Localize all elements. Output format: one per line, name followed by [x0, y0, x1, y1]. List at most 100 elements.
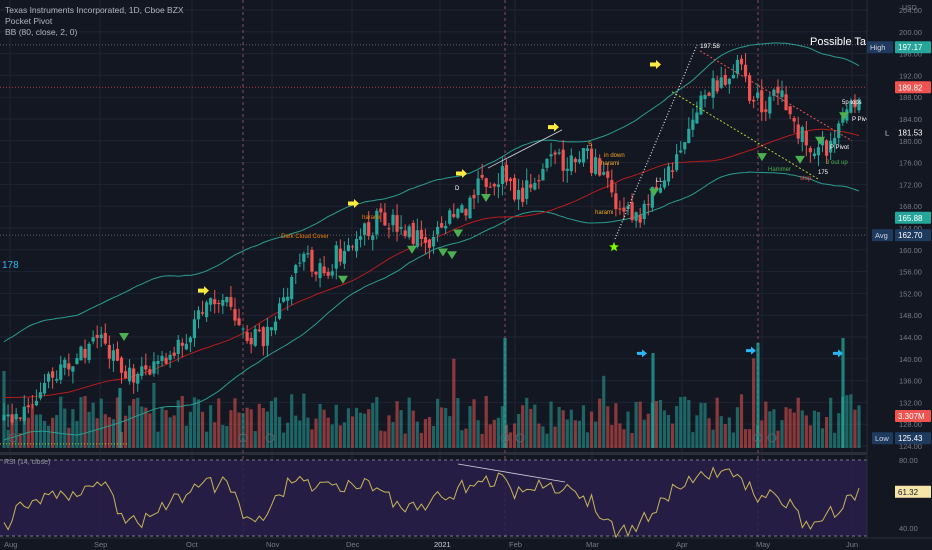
candle-body — [375, 210, 379, 235]
price-tick-label: 124.00 — [899, 442, 922, 451]
volume-bar — [788, 408, 792, 448]
price-badge — [895, 410, 931, 423]
candle-body — [132, 368, 136, 383]
candle-body — [796, 124, 800, 139]
candle-body — [407, 226, 411, 238]
candle-body — [168, 354, 172, 360]
down-triangle-icon — [338, 275, 348, 284]
candle-body — [403, 230, 407, 237]
volume-bar — [91, 402, 95, 448]
price-badge-tag — [872, 432, 893, 445]
volume-bar — [107, 417, 111, 448]
month-label: Aug — [4, 540, 17, 549]
volume-bar — [614, 403, 618, 448]
volume-bar — [302, 393, 306, 448]
volume-bar — [123, 415, 128, 448]
candle-body — [176, 339, 180, 354]
candle-body — [225, 296, 229, 303]
month-label: Feb — [509, 540, 522, 549]
volume-bar — [176, 400, 180, 448]
candle-body — [598, 158, 602, 176]
volume-bar — [606, 406, 610, 448]
candle-body — [703, 94, 707, 100]
volume-bar — [314, 418, 318, 448]
volume-bar — [115, 397, 120, 448]
price-tick-label: 128.00 — [899, 420, 922, 429]
candle-body — [776, 86, 780, 94]
volume-bar — [857, 405, 861, 448]
arrow-right-icon — [456, 169, 467, 178]
volume-bar — [565, 419, 569, 448]
volume-bar — [411, 410, 415, 448]
candle-body — [512, 177, 517, 200]
price-badge-value: 197.17 — [898, 43, 923, 52]
candle-body — [59, 364, 63, 380]
harami-label: harami — [595, 210, 613, 216]
indicator-pocket-pivot[interactable]: Pocket Pivot — [5, 16, 53, 26]
candle-body — [654, 186, 658, 190]
indicator-bollinger[interactable]: BB (80, close, 2, 0) — [5, 27, 78, 37]
moving-average — [3, 128, 860, 399]
volume-bar — [371, 403, 375, 448]
candle-body — [67, 363, 71, 370]
volume-bar — [55, 415, 59, 448]
candle-body — [383, 212, 387, 226]
candle-body — [172, 352, 176, 356]
volume-bar — [699, 402, 703, 448]
candle-body — [71, 366, 75, 372]
arrow-right-icon — [650, 60, 661, 69]
candle-body — [245, 332, 249, 341]
volume-bar — [837, 413, 841, 448]
candle-body — [464, 209, 468, 216]
candle-body — [213, 299, 217, 305]
price-tick-label: 180.00 — [899, 137, 922, 146]
candle-body — [395, 215, 399, 232]
candle-body — [585, 148, 590, 151]
candle-body — [735, 59, 740, 74]
volume-bar — [829, 397, 833, 448]
candle-body — [387, 228, 391, 230]
volume-bar — [140, 406, 144, 448]
time-axis[interactable]: Aug Sep Oct Nov Dec 2021 Feb Mar Apr May Jun — [0, 537, 932, 550]
volume-bar — [464, 428, 468, 448]
candle-body — [310, 249, 314, 272]
candle-body — [91, 337, 95, 342]
volume-bar — [521, 405, 525, 448]
price-tick-label: 188.00 — [899, 93, 922, 102]
volume-bar — [217, 398, 221, 448]
volume-bar — [816, 412, 821, 448]
candle-body — [26, 405, 30, 408]
volume-bar — [642, 419, 646, 448]
down-triangle-icon — [119, 333, 129, 341]
volume-spike — [756, 343, 760, 448]
candle-body — [253, 328, 257, 346]
volume-bar — [249, 409, 253, 448]
volume-bar — [448, 416, 452, 448]
candle-body — [322, 266, 326, 274]
candle-body — [747, 75, 752, 101]
candle-body — [229, 297, 233, 307]
candle-body — [666, 166, 671, 182]
month-label: Mar — [586, 540, 599, 549]
candle-body — [500, 166, 505, 184]
volume-bar — [752, 358, 756, 448]
month-label: Nov — [266, 540, 280, 549]
arrow-right-icon — [637, 349, 647, 358]
volume-bar — [646, 413, 650, 448]
volume-bar — [30, 405, 34, 448]
event-circle-icon — [238, 433, 248, 443]
volume-bar — [431, 425, 436, 448]
volume-bar — [529, 408, 533, 448]
volume-bar — [610, 424, 614, 448]
candle-body — [294, 265, 298, 274]
month-label: 2021 — [434, 540, 451, 549]
candle-body — [46, 373, 51, 382]
level-175-label: 175 — [818, 170, 829, 176]
volume-bar — [517, 413, 521, 448]
price-tick-label: 184.00 — [899, 115, 922, 124]
volume-bar — [205, 431, 209, 448]
symbol-title[interactable]: Texas Instruments Incorporated, 1D, Cboe… — [5, 5, 184, 15]
volume-bar — [484, 395, 488, 448]
